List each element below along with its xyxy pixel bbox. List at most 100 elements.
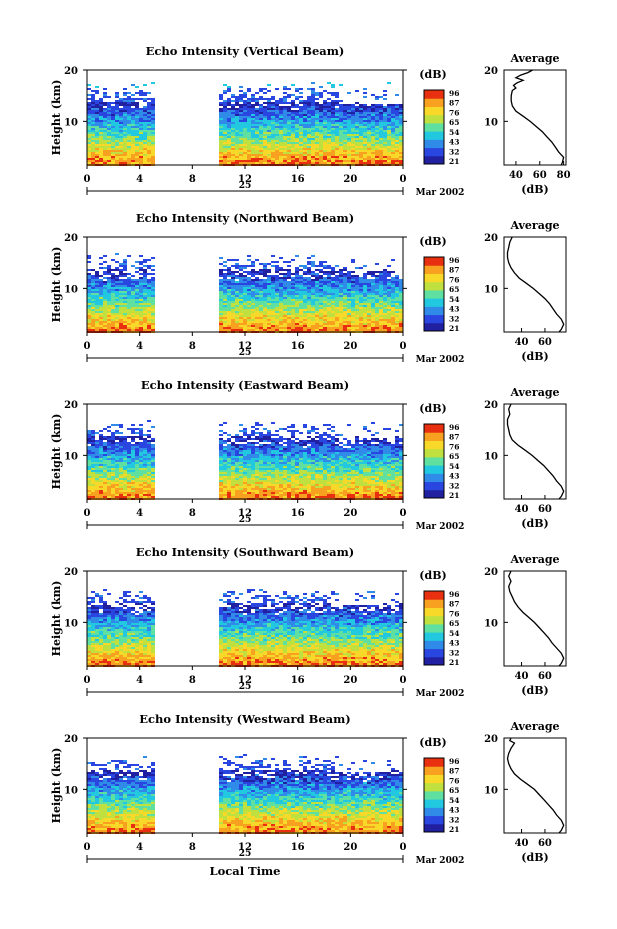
- profile-frame: [503, 69, 567, 166]
- profile-x-tick-label: 80: [557, 170, 571, 181]
- x-tick-label: 0: [84, 174, 91, 185]
- colorbar-swatch: [424, 155, 444, 165]
- colorbar-tick-label: 21: [449, 157, 459, 166]
- x-tick-label: 8: [189, 842, 196, 853]
- colorbar-tick-label: 54: [449, 128, 459, 137]
- colorbar-swatch: [424, 758, 444, 767]
- x-tick-label: 4: [136, 341, 143, 352]
- x-tick-label: 0: [400, 508, 407, 519]
- colorbar-tick-label: 43: [449, 472, 459, 481]
- y-tick-label: 10: [64, 284, 78, 295]
- colorbar-unit: (dB): [419, 402, 446, 415]
- colorbar-swatch: [424, 424, 444, 433]
- profile-line: [506, 236, 565, 333]
- colorbar-tick-label: 43: [449, 305, 459, 314]
- y-tick-label: 10: [64, 785, 78, 796]
- colorbar-tick-label: 65: [449, 619, 459, 628]
- colorbar-swatch: [424, 615, 444, 625]
- date-label: Mar 2002: [416, 522, 465, 532]
- colorbar-swatch: [424, 139, 444, 149]
- x-tick-label: 16: [291, 508, 305, 519]
- y-axis-title: Height (km): [50, 414, 63, 490]
- x-tick-label: 12: [238, 174, 252, 185]
- x-tick-label: 8: [189, 675, 196, 686]
- colorbar-swatch: [424, 489, 444, 499]
- x-tick-label: 4: [136, 675, 143, 686]
- profile-x-tick-label: 60: [538, 337, 552, 348]
- profile-y-tick-label: 10: [484, 451, 498, 462]
- colorbar-tick-label: 21: [449, 658, 459, 667]
- colorbar-tick-label: 43: [449, 138, 459, 147]
- colorbar-swatch: [424, 607, 444, 617]
- y-axis-title: Height (km): [50, 581, 63, 657]
- profile-x-label: (dB): [521, 684, 548, 697]
- y-tick-label: 20: [64, 567, 78, 578]
- colorbar-tick-label: 76: [449, 776, 459, 785]
- panel-title: Echo Intensity (Eastward Beam): [141, 378, 349, 392]
- colorbar-tick-label: 96: [449, 423, 459, 432]
- colorbar-tick-label: 32: [449, 648, 459, 657]
- y-tick-label: 20: [64, 233, 78, 244]
- colorbar-swatch: [424, 289, 444, 299]
- colorbar-tick-label: 87: [449, 266, 459, 275]
- colorbar-swatch: [424, 799, 444, 808]
- y-tick-label: 10: [64, 117, 78, 128]
- y-tick-label: 10: [64, 618, 78, 629]
- colorbar-swatch: [424, 122, 444, 132]
- x-tick-label: 20: [343, 675, 357, 686]
- y-tick-label: 10: [64, 451, 78, 462]
- profile-y-tick-label: 10: [484, 284, 498, 295]
- profile-x-tick-label: 40: [509, 170, 523, 181]
- x-tick-label: 20: [343, 508, 357, 519]
- profile-y-tick-label: 20: [484, 66, 498, 77]
- x-tick-label: 20: [343, 842, 357, 853]
- colorbar-swatch: [424, 766, 444, 775]
- profile-frame: [503, 570, 567, 667]
- echo-heatmap: [87, 420, 403, 500]
- profile-frame: [503, 737, 567, 834]
- colorbar-tick-label: 65: [449, 786, 459, 795]
- colorbar-tick-label: 76: [449, 609, 459, 618]
- colorbar-tick-label: 54: [449, 796, 459, 805]
- colorbar-swatch: [424, 656, 444, 666]
- colorbar-tick-label: 65: [449, 118, 459, 127]
- x-tick-label: 8: [189, 174, 196, 185]
- x-tick-label: 0: [400, 675, 407, 686]
- x-tick-label: 16: [291, 174, 305, 185]
- profile-title: Average: [509, 553, 559, 566]
- colorbar-swatch: [424, 440, 444, 450]
- panel-2: Echo Intensity (Northward Beam) 10 20Heigh…: [50, 211, 567, 365]
- x-tick-label: 4: [136, 842, 143, 853]
- profile-x-tick-label: 60: [533, 170, 547, 181]
- colorbar-swatch: [424, 456, 444, 466]
- day-label: 25: [239, 181, 252, 191]
- colorbar-tick-label: 43: [449, 806, 459, 815]
- colorbar-frame: [423, 256, 445, 332]
- x-tick-label: 0: [84, 341, 91, 352]
- date-label: Mar 2002: [416, 689, 465, 699]
- colorbar-swatch: [424, 98, 444, 107]
- profile-y-tick-label: 20: [484, 400, 498, 411]
- x-tick-label: 0: [400, 842, 407, 853]
- profile-line: [510, 69, 565, 166]
- echo-heatmap: [87, 253, 403, 333]
- panel-title: Echo Intensity (Westward Beam): [139, 712, 350, 726]
- colorbar-tick-label: 32: [449, 314, 459, 323]
- day-label: 25: [239, 515, 252, 525]
- x-tick-label: 20: [343, 174, 357, 185]
- colorbar-swatch: [424, 465, 444, 474]
- panel-title: Echo Intensity (Southward Beam): [136, 545, 354, 559]
- colorbar-tick-label: 87: [449, 433, 459, 442]
- y-axis-title: Height (km): [50, 247, 63, 323]
- panel-title: Echo Intensity (Northward Beam): [136, 211, 354, 225]
- y-tick-label: 20: [64, 66, 78, 77]
- colorbar-swatch: [424, 623, 444, 633]
- colorbar-tick-label: 32: [449, 147, 459, 156]
- echo-heatmap: [87, 754, 403, 834]
- colorbar-swatch: [424, 432, 444, 441]
- colorbar-tick-label: 96: [449, 590, 459, 599]
- profile-y-tick-label: 20: [484, 734, 498, 745]
- profile-title: Average: [509, 219, 559, 232]
- x-tick-label: 16: [291, 675, 305, 686]
